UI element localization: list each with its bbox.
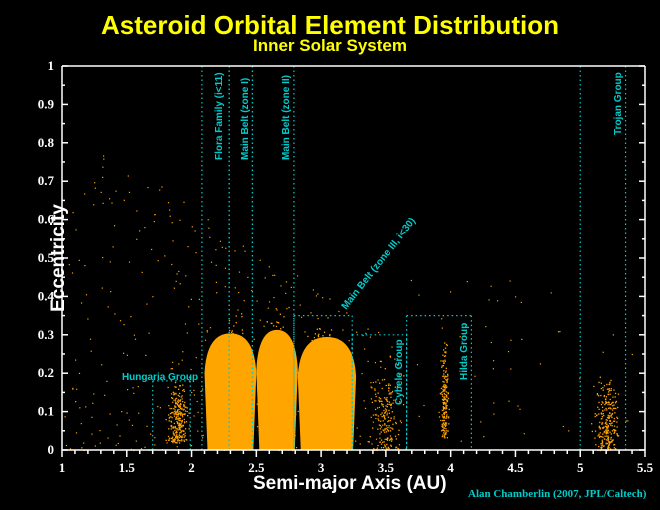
svg-text:0.5: 0.5 <box>38 250 55 265</box>
svg-text:0.1: 0.1 <box>38 404 54 419</box>
y-axis-label: Eccentricity <box>47 204 69 312</box>
svg-text:4: 4 <box>447 460 454 475</box>
label-zone-2: Main Belt (zone II) <box>281 75 292 160</box>
credit-text: Alan Chamberlin (2007, JPL/Caltech) <box>468 488 647 500</box>
axes: 1 1.5 2 2.5 3 3.5 4 4.5 5 5.5 0 0.1 0.2 0.3 0.4 0.5 0.6 0… <box>38 58 654 475</box>
svg-text:1.5: 1.5 <box>119 460 136 475</box>
chart-title: Asteroid Orbital Element Distribution <box>101 10 559 40</box>
svg-text:5.5: 5.5 <box>637 460 654 475</box>
svg-text:2: 2 <box>188 460 195 475</box>
svg-text:0.2: 0.2 <box>38 365 54 380</box>
label-cybele: Cybele Group <box>394 339 405 405</box>
label-zone-3: Main Belt (zone III, i<30) <box>340 216 418 312</box>
svg-text:0.4: 0.4 <box>38 288 55 303</box>
label-hilda: Hilda Group <box>459 323 470 380</box>
svg-text:3: 3 <box>318 460 325 475</box>
svg-text:1: 1 <box>48 58 55 73</box>
svg-text:0.7: 0.7 <box>38 173 55 188</box>
svg-text:0.3: 0.3 <box>38 327 55 342</box>
label-zone-1: Main Belt (zone I) <box>240 78 251 160</box>
x-axis-label: Semi-major Axis (AU) <box>253 473 447 494</box>
svg-text:0: 0 <box>48 442 55 457</box>
chart-subtitle: Inner Solar System <box>252 36 407 55</box>
label-trojan: Trojan Group <box>613 72 624 135</box>
svg-text:3.5: 3.5 <box>378 460 395 475</box>
svg-text:1: 1 <box>59 460 66 475</box>
svg-text:0.6: 0.6 <box>38 212 55 227</box>
svg-text:5: 5 <box>577 460 584 475</box>
label-flora: Flora Family (i<11) <box>214 72 225 160</box>
svg-text:4.5: 4.5 <box>507 460 524 475</box>
svg-text:0.9: 0.9 <box>38 96 55 111</box>
region-boundaries: Hungaria Group Flora Family (i<11) Main Be… <box>122 66 627 450</box>
svg-text:0.8: 0.8 <box>38 135 55 150</box>
svg-text:2.5: 2.5 <box>248 460 265 475</box>
label-hungaria: Hungaria Group <box>122 372 198 383</box>
